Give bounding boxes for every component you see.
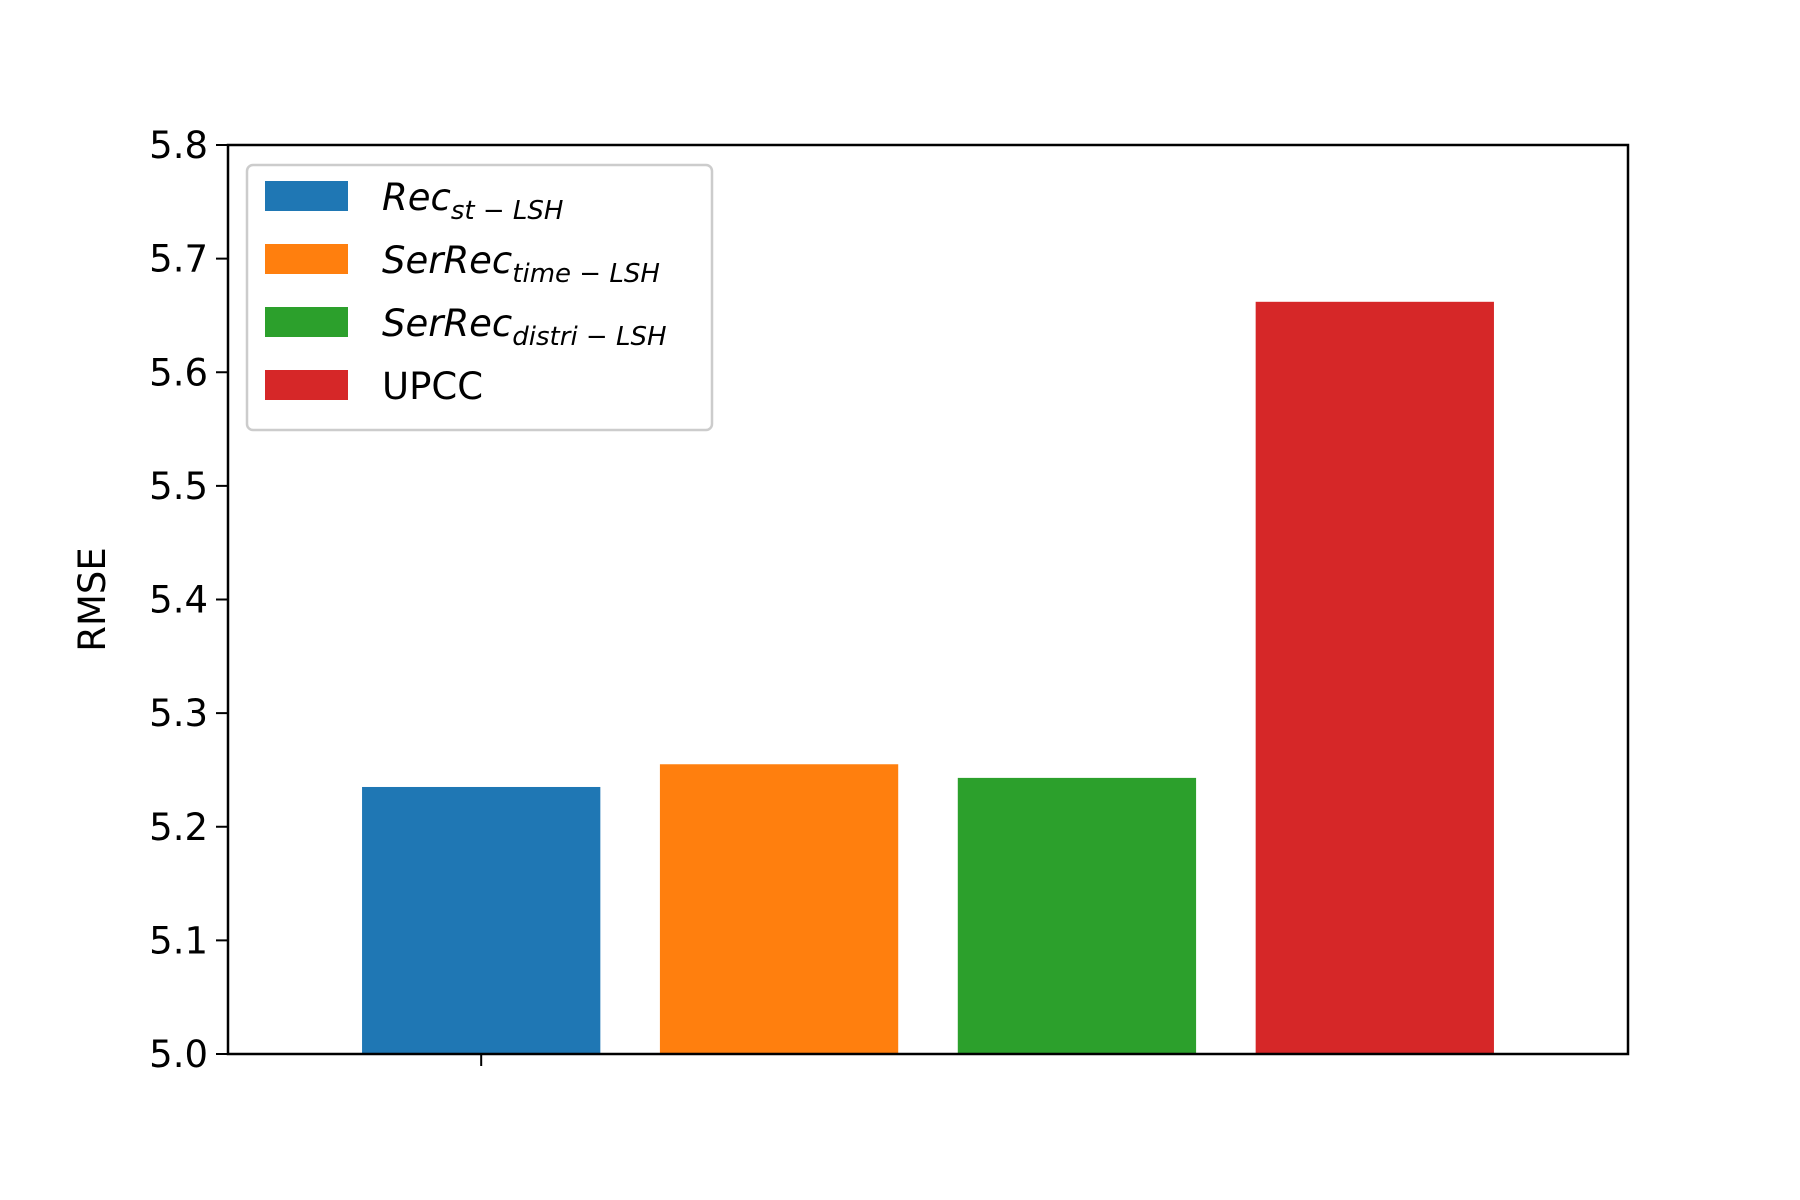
y-tick-label: 5.7 [149, 238, 208, 281]
y-tick-label: 5.3 [149, 692, 208, 735]
bar-0 [362, 786, 601, 1054]
bar-2 [957, 777, 1197, 1054]
legend-swatch-3 [265, 370, 348, 400]
bar-1 [659, 764, 899, 1054]
y-tick-label: 5.0 [149, 1033, 208, 1076]
legend-swatch-0 [265, 181, 348, 211]
y-tick-label: 5.4 [149, 579, 208, 622]
legend-label-1: SerRectime − LSH [382, 239, 660, 289]
y-tick-label: 5.6 [149, 351, 208, 394]
y-tick-label: 5.1 [149, 919, 208, 962]
legend-frame [245, 163, 714, 432]
y-tick-label: 5.8 [149, 124, 208, 167]
legend-label-0: Recst − LSH [382, 176, 563, 226]
y-tick-label: 5.2 [149, 806, 208, 849]
y-axis-label: RMSE [71, 547, 114, 652]
legend-swatch-1 [265, 244, 348, 274]
bar-3 [1255, 301, 1494, 1054]
legend-label-2: SerRecdistri − LSH [382, 302, 667, 352]
y-tick-label: 5.5 [149, 465, 208, 508]
legend-swatch-2 [265, 307, 348, 337]
legend-label-3: UPCC [382, 365, 483, 408]
bars-group [362, 301, 1494, 1054]
y-axis: 5.0 5.1 5.2 5.3 5.4 5.5 5.6 5.7 5.8 [149, 124, 228, 1076]
legend: Recst − LSH SerRectime − LSH SerRecdistri … [245, 163, 714, 432]
